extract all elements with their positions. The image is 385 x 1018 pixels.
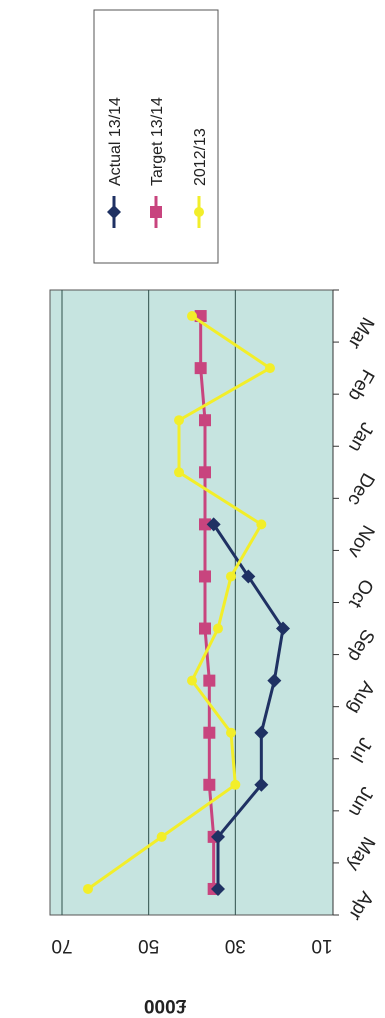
category-label: Jun <box>344 783 378 820</box>
grid-layer <box>61 290 236 915</box>
point-marker <box>199 518 211 531</box>
point-marker <box>265 363 275 374</box>
point-marker <box>203 778 216 791</box>
category-label: Dec <box>343 469 378 509</box>
category-label: Feb <box>343 365 378 404</box>
category-label: Oct <box>344 575 377 612</box>
series-0 <box>206 517 290 896</box>
point-marker <box>226 571 236 582</box>
category-label: Mar <box>343 313 378 352</box>
value-tick-label: 50 <box>138 935 159 956</box>
point-marker <box>156 831 167 842</box>
tick-layer <box>332 289 339 916</box>
category-label: Apr <box>344 888 377 925</box>
value-tick-label: 30 <box>225 935 246 956</box>
category-label: Aug <box>343 677 378 717</box>
point-marker <box>107 205 121 219</box>
point-marker <box>187 675 197 686</box>
point-marker <box>254 725 269 740</box>
point-marker <box>194 362 207 375</box>
point-marker <box>206 517 221 532</box>
point-marker <box>211 829 225 844</box>
series-layer <box>83 310 290 896</box>
category-label: Jul <box>346 734 376 766</box>
value-tick-label: 10 <box>311 935 332 956</box>
series-line <box>87 314 273 891</box>
point-marker <box>203 726 216 739</box>
point-marker <box>226 727 236 738</box>
legend-label: Actual 13/14 <box>107 97 124 186</box>
point-marker <box>256 519 267 530</box>
series-line <box>212 523 285 889</box>
series-1 <box>194 310 220 895</box>
series-2 <box>83 311 275 894</box>
point-marker <box>230 779 241 790</box>
point-marker <box>150 206 162 218</box>
point-marker <box>194 207 204 217</box>
point-marker <box>174 467 184 478</box>
legend-label: 2012/13 <box>192 128 209 186</box>
point-marker <box>174 415 184 426</box>
series-line <box>199 316 216 889</box>
category-label: Jan <box>344 418 378 455</box>
plot-area <box>49 289 334 916</box>
legend: Actual 13/14 Target 13/14 2012/13 <box>93 9 219 264</box>
point-marker <box>199 570 211 583</box>
point-marker <box>213 623 223 634</box>
point-marker <box>276 621 290 636</box>
point-marker <box>241 569 256 584</box>
y-axis-title: £000 <box>144 995 186 1016</box>
legend-label: Target 13/14 <box>149 97 166 186</box>
point-marker <box>83 883 93 894</box>
point-marker <box>199 466 211 479</box>
category-label: Sep <box>343 625 378 665</box>
value-tick-label: 70 <box>51 935 72 956</box>
point-marker <box>254 777 269 792</box>
point-marker <box>187 311 197 322</box>
point-marker <box>203 674 216 687</box>
category-label: Nov <box>343 521 378 561</box>
point-marker <box>199 622 211 635</box>
point-marker <box>199 414 211 427</box>
category-label: May <box>342 833 378 875</box>
point-marker <box>267 673 282 688</box>
point-marker <box>211 881 225 896</box>
